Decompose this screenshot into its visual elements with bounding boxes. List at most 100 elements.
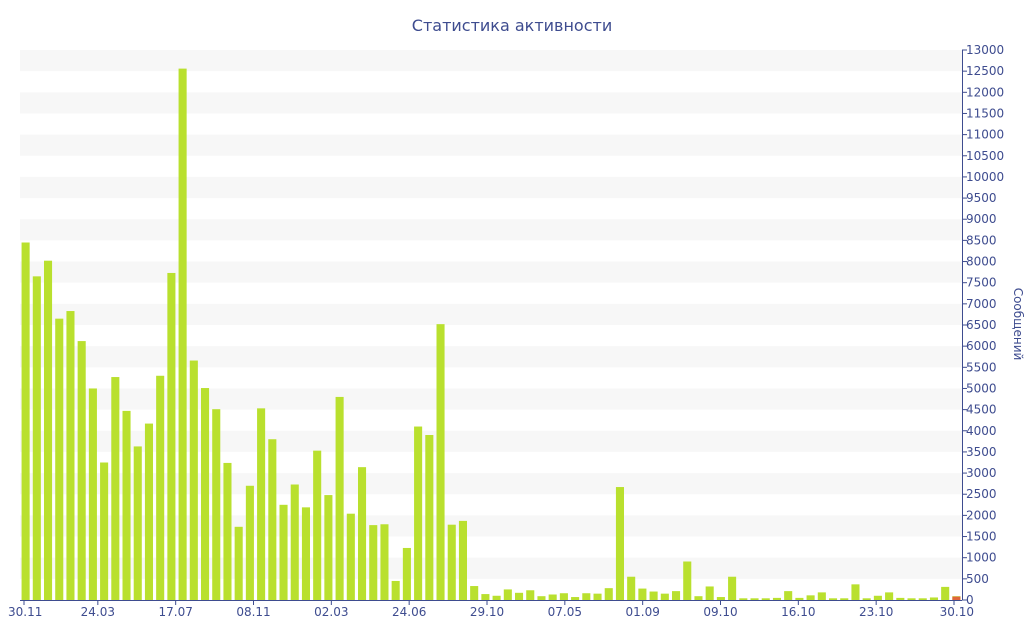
grid-band: [20, 557, 962, 579]
y-tick-label: 1000: [966, 551, 997, 565]
grid-band: [20, 430, 962, 452]
bar: [88, 388, 97, 600]
bar: [21, 242, 30, 600]
bar: [77, 341, 86, 600]
bar: [537, 596, 546, 600]
bar: [167, 272, 176, 600]
bar: [817, 592, 826, 600]
bar: [828, 598, 838, 600]
bar: [683, 561, 692, 600]
y-tick-label: 8000: [966, 255, 997, 269]
bar: [873, 595, 882, 600]
y-tick-label: 12500: [966, 64, 1004, 78]
grid-band: [20, 346, 962, 368]
bar: [32, 276, 41, 600]
y-tick-label: 2500: [966, 487, 997, 501]
bar: [257, 408, 266, 600]
bar: [526, 590, 535, 600]
x-tick-label: 02.03: [314, 605, 348, 619]
y-tick-label: 3500: [966, 445, 997, 459]
bar: [268, 439, 277, 600]
bar: [728, 576, 737, 600]
bar: [279, 504, 288, 600]
bar: [313, 450, 322, 600]
bar: [593, 593, 602, 600]
bar: [189, 360, 198, 600]
x-tick-label: 30.10: [940, 605, 974, 619]
bar: [952, 596, 961, 600]
x-tick-label: 23.10: [859, 605, 893, 619]
bar: [458, 520, 468, 600]
grid-band: [20, 176, 962, 199]
bar: [571, 597, 580, 600]
bar: [806, 595, 815, 600]
bar: [705, 586, 714, 600]
grid-band: [20, 261, 962, 283]
grid-band: [20, 50, 962, 72]
bar: [369, 525, 378, 600]
bar: [357, 467, 367, 600]
y-tick-label: 6500: [966, 318, 997, 332]
bar: [885, 592, 894, 600]
bar: [111, 377, 120, 600]
bar: [245, 485, 254, 600]
y-tick-label: 13000: [966, 43, 1004, 57]
bar: [425, 435, 434, 600]
bar: [929, 597, 939, 600]
y-tick-label: 8500: [966, 233, 997, 247]
bar: [234, 526, 243, 600]
bar: [795, 597, 804, 600]
y-tick-label: 11500: [966, 106, 1004, 120]
bar: [559, 593, 568, 600]
bar: [447, 524, 456, 600]
y-tick-label: 6000: [966, 339, 997, 353]
bar: [548, 594, 557, 600]
grid-band: [20, 473, 962, 495]
bar: [414, 426, 423, 600]
bar: [481, 594, 490, 600]
y-tick-label: 0: [966, 593, 974, 607]
bar: [862, 598, 871, 600]
grid-band: [20, 134, 962, 156]
bar: [761, 598, 770, 600]
bar: [649, 591, 658, 600]
bar: [144, 423, 154, 600]
x-tick-label: 07.05: [548, 605, 582, 619]
y-tick-label: 4500: [966, 403, 997, 417]
bar: [200, 388, 210, 600]
x-tick-label: 24.03: [81, 605, 115, 619]
bar: [66, 311, 75, 600]
bar: [335, 396, 344, 600]
y-tick-label: 2000: [966, 508, 997, 522]
bar: [122, 410, 131, 600]
bar: [604, 588, 613, 600]
bar: [100, 462, 109, 600]
bar: [941, 586, 950, 600]
bar: [716, 597, 725, 600]
bar: [290, 484, 299, 600]
y-tick-label: 9500: [966, 191, 997, 205]
bar: [43, 260, 53, 600]
bar: [615, 487, 625, 600]
bar: [660, 593, 669, 600]
x-tick-label: 08.11: [236, 605, 270, 619]
bar: [694, 596, 703, 600]
bar: [492, 595, 501, 600]
y-tick-label: 10500: [966, 149, 1004, 163]
y-tick-label: 9000: [966, 212, 997, 226]
bar: [918, 598, 927, 600]
y-tick-label: 11000: [966, 128, 1004, 142]
bar: [470, 586, 479, 600]
grid-band: [20, 303, 962, 325]
x-tick-label: 01.09: [625, 605, 659, 619]
y-tick-label: 5500: [966, 360, 997, 374]
grid-band: [20, 219, 962, 241]
bar: [380, 524, 389, 600]
x-tick-label: 24.06: [392, 605, 426, 619]
bar: [402, 547, 411, 600]
y-tick-label: 12000: [966, 85, 1004, 99]
x-ticks: 30.11 24.03 17.07 08.11 02.03 24.06 29.10 07.05…: [8, 600, 974, 619]
bar: [346, 513, 355, 600]
